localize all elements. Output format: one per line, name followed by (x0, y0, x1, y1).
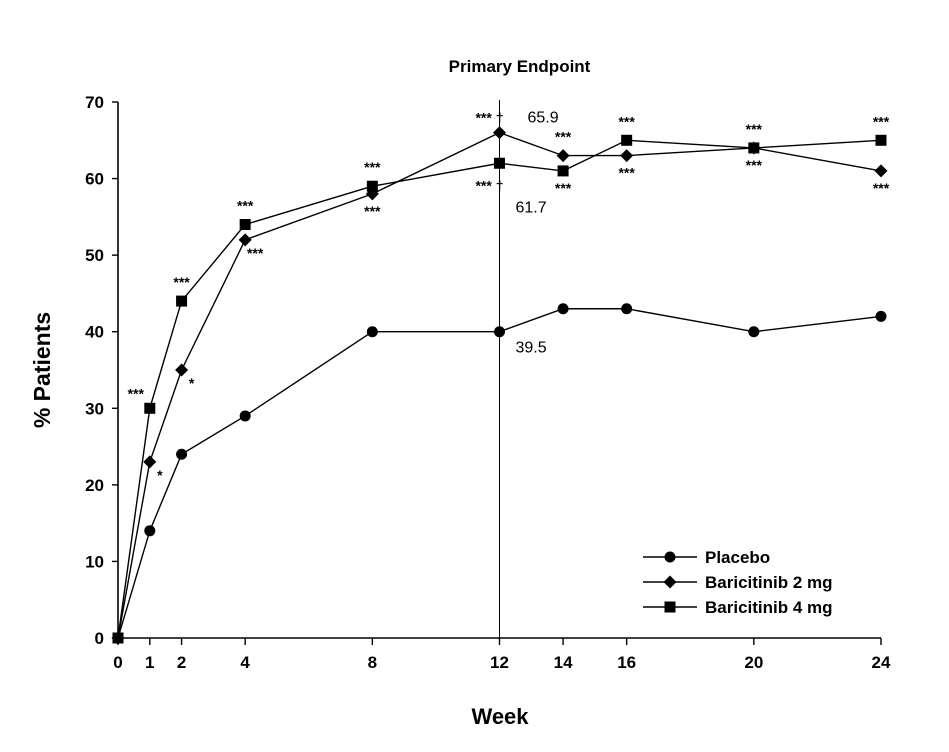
data-point-placebo (494, 326, 505, 338)
legend-label: Placebo (705, 548, 770, 567)
data-point-placebo (748, 326, 760, 338)
data-point-placebo (176, 448, 188, 460)
data-point-placebo (366, 326, 378, 338)
data-point-baricitinib-2-mg (556, 149, 570, 163)
x-tick-label: 20 (744, 653, 763, 672)
significance-annotation: *** (618, 165, 635, 181)
y-tick-label: 30 (85, 399, 104, 418)
y-tick-label: 40 (85, 323, 104, 342)
significance-annotation: *** (746, 157, 763, 173)
legend-item-baricitinib-2-mg: Baricitinib 2 mg (643, 573, 833, 592)
data-point-baricitinib-4-mg (239, 219, 251, 231)
significance-annotation: * (189, 375, 195, 391)
legend-marker (664, 601, 676, 613)
series-line-baricitinib-4-mg (117, 139, 882, 639)
primary-endpoint-label: Primary Endpoint (449, 57, 591, 76)
y-tick-label: 70 (85, 93, 104, 112)
annotations-group: *********************** † 65.9*** †61.739… (128, 110, 890, 483)
significance-annotation: *** (247, 245, 264, 261)
data-point-baricitinib-4-mg (494, 157, 505, 169)
data-point-baricitinib-4-mg (875, 134, 887, 146)
x-axis-title: Week (471, 704, 529, 729)
x-tick-label: 24 (872, 653, 891, 672)
significance-annotation: *** (873, 113, 890, 129)
data-point-baricitinib-4-mg (144, 402, 156, 414)
x-tick-label: 14 (554, 653, 573, 672)
data-point-baricitinib-4-mg (621, 134, 633, 146)
legend-marker (664, 551, 676, 563)
value-annotation: 39.5 (516, 340, 547, 357)
legend-item-placebo: Placebo (643, 548, 770, 567)
data-point-placebo (239, 410, 251, 422)
data-point-baricitinib-2-mg (175, 363, 189, 377)
x-tick-label: 1 (145, 653, 154, 672)
legend: Placebo Baricitinib 2 mg Baricitinib 4 mg (643, 548, 833, 617)
significance-annotation: *** (364, 203, 381, 219)
y-axis-title: % Patients (29, 312, 55, 428)
significance-annotation: *** (873, 180, 890, 196)
significance-annotation: * (157, 467, 163, 483)
legend-marker (663, 575, 677, 589)
y-tick-label: 50 (85, 246, 104, 265)
significance-annotation: *** (555, 180, 572, 196)
reference-line-group: Primary Endpoint (449, 57, 591, 638)
legend-label: Baricitinib 2 mg (705, 573, 833, 592)
data-point-baricitinib-2-mg (493, 126, 506, 140)
data-point-placebo (144, 525, 156, 537)
value-annotation: 65.9 (528, 110, 559, 127)
data-point-baricitinib-4-mg (557, 165, 569, 177)
series-line-baricitinib-2-mg (117, 131, 882, 639)
x-tick-label: 0 (113, 653, 122, 672)
data-point-baricitinib-4-mg (366, 180, 378, 192)
x-tick-label: 16 (617, 653, 636, 672)
significance-annotation: *** (746, 121, 763, 137)
significance-annotation: *** † (475, 177, 503, 193)
series-line-placebo (117, 308, 882, 639)
series-group (111, 126, 888, 645)
significance-annotation: *** (237, 198, 254, 214)
value-annotation: 61.7 (516, 199, 547, 216)
x-tick-label: 8 (368, 653, 377, 672)
significance-annotation: *** (173, 274, 190, 290)
series-baricitinib-4-mg (112, 134, 887, 644)
data-point-baricitinib-4-mg (748, 142, 760, 154)
significance-annotation: *** † (475, 110, 503, 126)
data-point-baricitinib-2-mg (874, 164, 888, 178)
significance-annotation: *** (555, 129, 572, 145)
x-tick-label: 2 (177, 653, 186, 672)
data-point-baricitinib-2-mg (238, 233, 252, 247)
y-tick-label: 20 (85, 476, 104, 495)
significance-annotation: *** (128, 385, 145, 401)
x-tick-label: 12 (490, 653, 509, 672)
data-point-placebo (621, 303, 633, 315)
significance-annotation: *** (364, 159, 381, 175)
legend-item-baricitinib-4-mg: Baricitinib 4 mg (643, 598, 833, 617)
data-point-baricitinib-4-mg (176, 295, 188, 307)
y-tick-label: 0 (95, 629, 104, 648)
data-point-baricitinib-2-mg (620, 149, 634, 163)
data-point-placebo (875, 310, 887, 322)
data-point-placebo (557, 303, 569, 315)
y-tick-label: 60 (85, 170, 104, 189)
y-tick-label: 10 (85, 552, 104, 571)
legend-label: Baricitinib 4 mg (705, 598, 833, 617)
significance-annotation: *** (618, 113, 635, 129)
x-tick-label: 4 (240, 653, 250, 672)
data-point-baricitinib-4-mg (112, 632, 124, 644)
data-point-baricitinib-2-mg (143, 455, 157, 469)
